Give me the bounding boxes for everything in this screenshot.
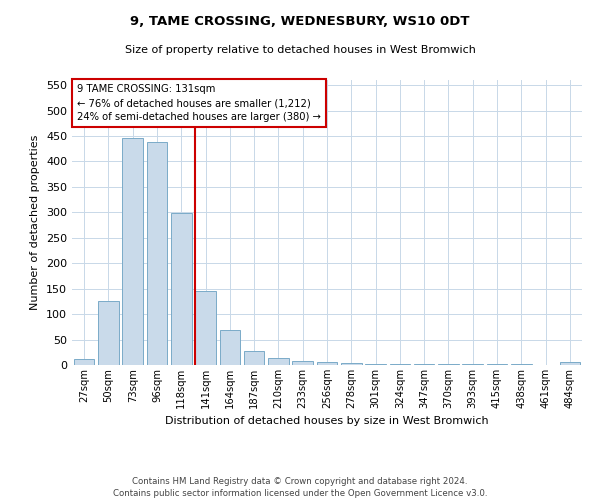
Bar [146, 142, 167, 365]
Text: 9 TAME CROSSING: 131sqm
← 76% of detached houses are smaller (1,212)
24% of semi: 9 TAME CROSSING: 131sqm ← 76% of detache… [77, 84, 321, 122]
Bar [365, 364, 386, 365]
Bar [171, 214, 191, 365]
X-axis label: Distribution of detached houses by size in West Bromwich: Distribution of detached houses by size … [165, 416, 489, 426]
Bar [122, 138, 143, 365]
Bar [389, 364, 410, 365]
Bar [438, 364, 459, 365]
Bar [292, 361, 313, 365]
Bar [220, 330, 240, 365]
Bar [195, 291, 216, 365]
Text: 9, TAME CROSSING, WEDNESBURY, WS10 0DT: 9, TAME CROSSING, WEDNESBURY, WS10 0DT [130, 15, 470, 28]
Bar [317, 362, 337, 365]
Text: Size of property relative to detached houses in West Bromwich: Size of property relative to detached ho… [125, 45, 475, 55]
Bar [511, 364, 532, 365]
Bar [98, 302, 119, 365]
Bar [487, 364, 508, 365]
Bar [244, 352, 265, 365]
Text: Contains HM Land Registry data © Crown copyright and database right 2024.
Contai: Contains HM Land Registry data © Crown c… [113, 476, 487, 498]
Bar [74, 359, 94, 365]
Bar [414, 364, 434, 365]
Bar [463, 364, 483, 365]
Bar [560, 362, 580, 365]
Bar [268, 358, 289, 365]
Bar [341, 363, 362, 365]
Y-axis label: Number of detached properties: Number of detached properties [31, 135, 40, 310]
